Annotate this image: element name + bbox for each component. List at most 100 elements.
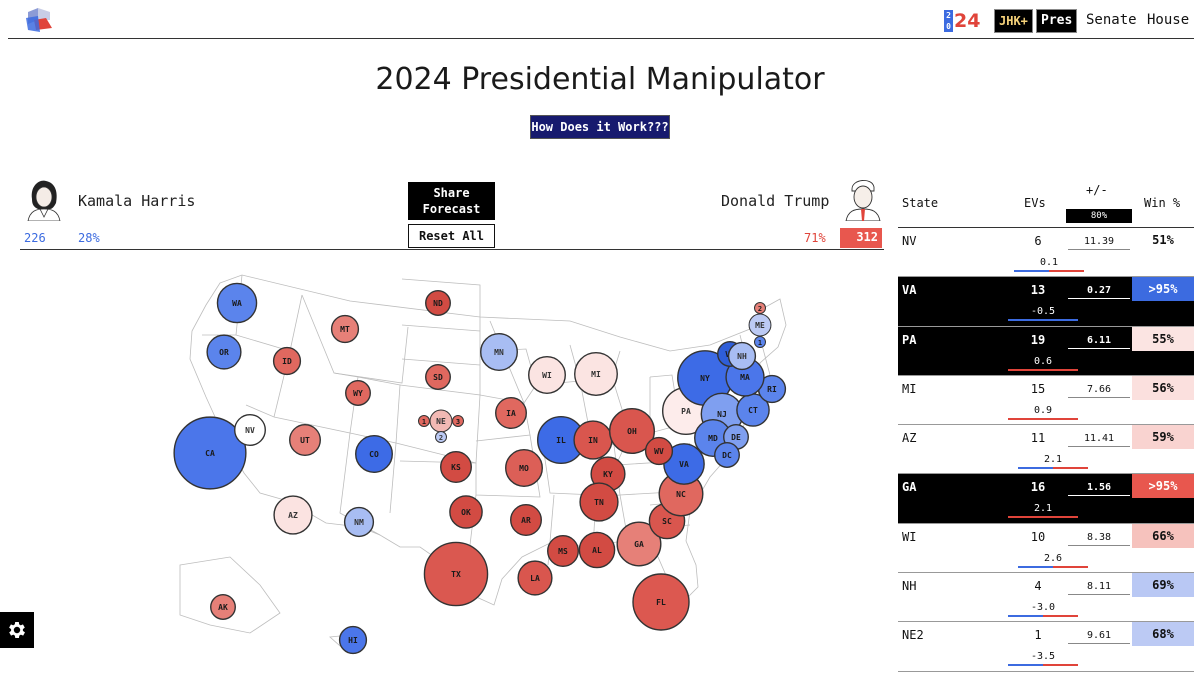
state-bubble-al[interactable]: AL (578, 531, 616, 569)
state-margin-input[interactable]: 6.11 (1068, 335, 1130, 349)
state-row-va[interactable]: VA 13 0.27 >95% -0.5 (898, 277, 1194, 327)
state-circle[interactable] (528, 356, 566, 394)
state-margin-input[interactable]: 11.39 (1068, 236, 1130, 250)
state-shift[interactable]: 0.9 (1008, 405, 1078, 420)
share-forecast-button[interactable]: Share Forecast (408, 182, 495, 220)
state-circle[interactable] (547, 535, 579, 567)
state-bubble-nh[interactable]: NH (727, 341, 757, 371)
state-circle[interactable] (216, 282, 258, 324)
state-shift[interactable]: -3.5 (1008, 651, 1078, 667)
state-bubble-ak[interactable]: AK (210, 594, 236, 620)
state-circle[interactable] (418, 415, 430, 427)
state-bubble-tn[interactable]: TN (579, 482, 619, 522)
state-bubble-wa[interactable]: WA (216, 282, 258, 324)
state-row-ne2[interactable]: NE2 1 9.61 68% -3.5 (898, 622, 1194, 672)
state-margin-input[interactable]: 9.61 (1068, 630, 1130, 645)
state-circle[interactable] (425, 290, 451, 316)
state-bubble-3[interactable]: 3 (452, 415, 464, 427)
state-shift[interactable]: 2.1 (1018, 454, 1088, 470)
state-bubble-hi[interactable]: HI (338, 625, 368, 655)
state-bubble-id[interactable]: ID (272, 346, 302, 376)
state-circle[interactable] (748, 313, 772, 337)
state-bubble-ks[interactable]: KS (440, 451, 472, 483)
settings-button[interactable] (0, 612, 34, 648)
state-circle[interactable] (574, 352, 618, 396)
state-bubble-nv[interactable]: NV (234, 414, 266, 446)
state-circle[interactable] (608, 407, 656, 455)
state-row-pa[interactable]: PA 19 6.11 55% 0.6 (898, 326, 1194, 376)
state-circle[interactable] (480, 333, 518, 371)
state-circle[interactable] (425, 364, 451, 390)
reset-all-button[interactable]: Reset All (408, 224, 495, 248)
state-shift[interactable]: -3.0 (1008, 602, 1078, 618)
nav-senate[interactable]: Senate (1086, 12, 1137, 28)
state-margin-input[interactable]: 8.11 (1068, 581, 1130, 596)
state-bubble-mi[interactable]: MI (574, 352, 618, 396)
state-circle[interactable] (505, 449, 543, 487)
state-margin-input[interactable]: 8.38 (1068, 532, 1130, 546)
state-bubble-ne[interactable]: NE (429, 409, 453, 433)
state-bubble-ga[interactable]: GA (616, 521, 662, 567)
state-bubble-wy[interactable]: WY (345, 380, 371, 406)
state-shift[interactable]: -0.5 (1008, 306, 1078, 322)
state-bubble-sd[interactable]: SD (425, 364, 451, 390)
state-circle[interactable] (345, 380, 371, 406)
state-bubble-nm[interactable]: NM (343, 506, 375, 538)
state-margin-input[interactable]: 11.41 (1068, 433, 1130, 448)
year-2024-badge[interactable]: 2 0 24 (944, 10, 980, 32)
state-circle[interactable] (644, 436, 674, 466)
state-bubble-1[interactable]: 1 (754, 336, 766, 348)
state-circle[interactable] (510, 504, 542, 536)
state-bubble-mn[interactable]: MN (480, 333, 518, 371)
how-does-it-work-button[interactable]: How Does it Work??? (530, 115, 670, 139)
nav-jhk-plus[interactable]: JHK+ (994, 9, 1033, 33)
nav-house[interactable]: House (1147, 12, 1190, 28)
state-row-ga[interactable]: GA 16 1.56 >95% 2.1 (898, 474, 1194, 524)
state-circle[interactable] (273, 495, 313, 535)
state-circle[interactable] (289, 424, 321, 456)
state-bubble-ms[interactable]: MS (547, 535, 579, 567)
state-circle[interactable] (173, 416, 247, 490)
state-bubble-in[interactable]: IN (573, 420, 613, 460)
state-bubble-wi[interactable]: WI (528, 356, 566, 394)
state-circle[interactable] (440, 451, 472, 483)
state-bubble-1[interactable]: 1 (418, 415, 430, 427)
state-circle[interactable] (632, 573, 690, 631)
state-circle[interactable] (423, 541, 489, 607)
state-row-az[interactable]: AZ 11 11.41 59% 2.1 (898, 425, 1194, 475)
state-bubble-mt[interactable]: MT (330, 314, 360, 344)
state-bubble-2[interactable]: 2 (754, 302, 766, 314)
state-shift[interactable]: 0.1 (1014, 257, 1084, 272)
state-bubble-dc[interactable]: DC (714, 442, 740, 468)
state-margin-input[interactable]: 1.56 (1068, 482, 1130, 497)
state-bubble-2[interactable]: 2 (435, 431, 447, 443)
state-margin-input[interactable]: 0.27 (1068, 285, 1130, 300)
state-bubble-tx[interactable]: TX (423, 541, 489, 607)
state-bubble-ok[interactable]: OK (449, 495, 483, 529)
state-circle[interactable] (330, 314, 360, 344)
state-circle[interactable] (338, 625, 368, 655)
state-bubble-oh[interactable]: OH (608, 407, 656, 455)
state-circle[interactable] (210, 594, 236, 620)
state-bubble-nd[interactable]: ND (425, 290, 451, 316)
state-bubble-ia[interactable]: IA (495, 397, 527, 429)
state-circle[interactable] (616, 521, 662, 567)
state-circle[interactable] (579, 482, 619, 522)
state-circle[interactable] (452, 415, 464, 427)
state-bubble-ca[interactable]: CA (173, 416, 247, 490)
state-row-nv[interactable]: NV 6 11.39 51% 0.1 (898, 228, 1194, 278)
state-circle[interactable] (754, 336, 766, 348)
state-circle[interactable] (578, 531, 616, 569)
state-shift[interactable]: 2.1 (1008, 503, 1078, 519)
state-row-nh[interactable]: NH 4 8.11 69% -3.0 (898, 573, 1194, 623)
state-circle[interactable] (449, 495, 483, 529)
state-circle[interactable] (714, 442, 740, 468)
state-margin-input[interactable]: 7.66 (1068, 384, 1130, 398)
state-bubble-mo[interactable]: MO (505, 449, 543, 487)
state-circle[interactable] (234, 414, 266, 446)
nav-pres[interactable]: Pres (1036, 9, 1078, 33)
state-row-wi[interactable]: WI 10 8.38 66% 2.6 (898, 523, 1194, 574)
state-circle[interactable] (206, 334, 242, 370)
state-bubble-fl[interactable]: FL (632, 573, 690, 631)
state-circle[interactable] (343, 506, 375, 538)
